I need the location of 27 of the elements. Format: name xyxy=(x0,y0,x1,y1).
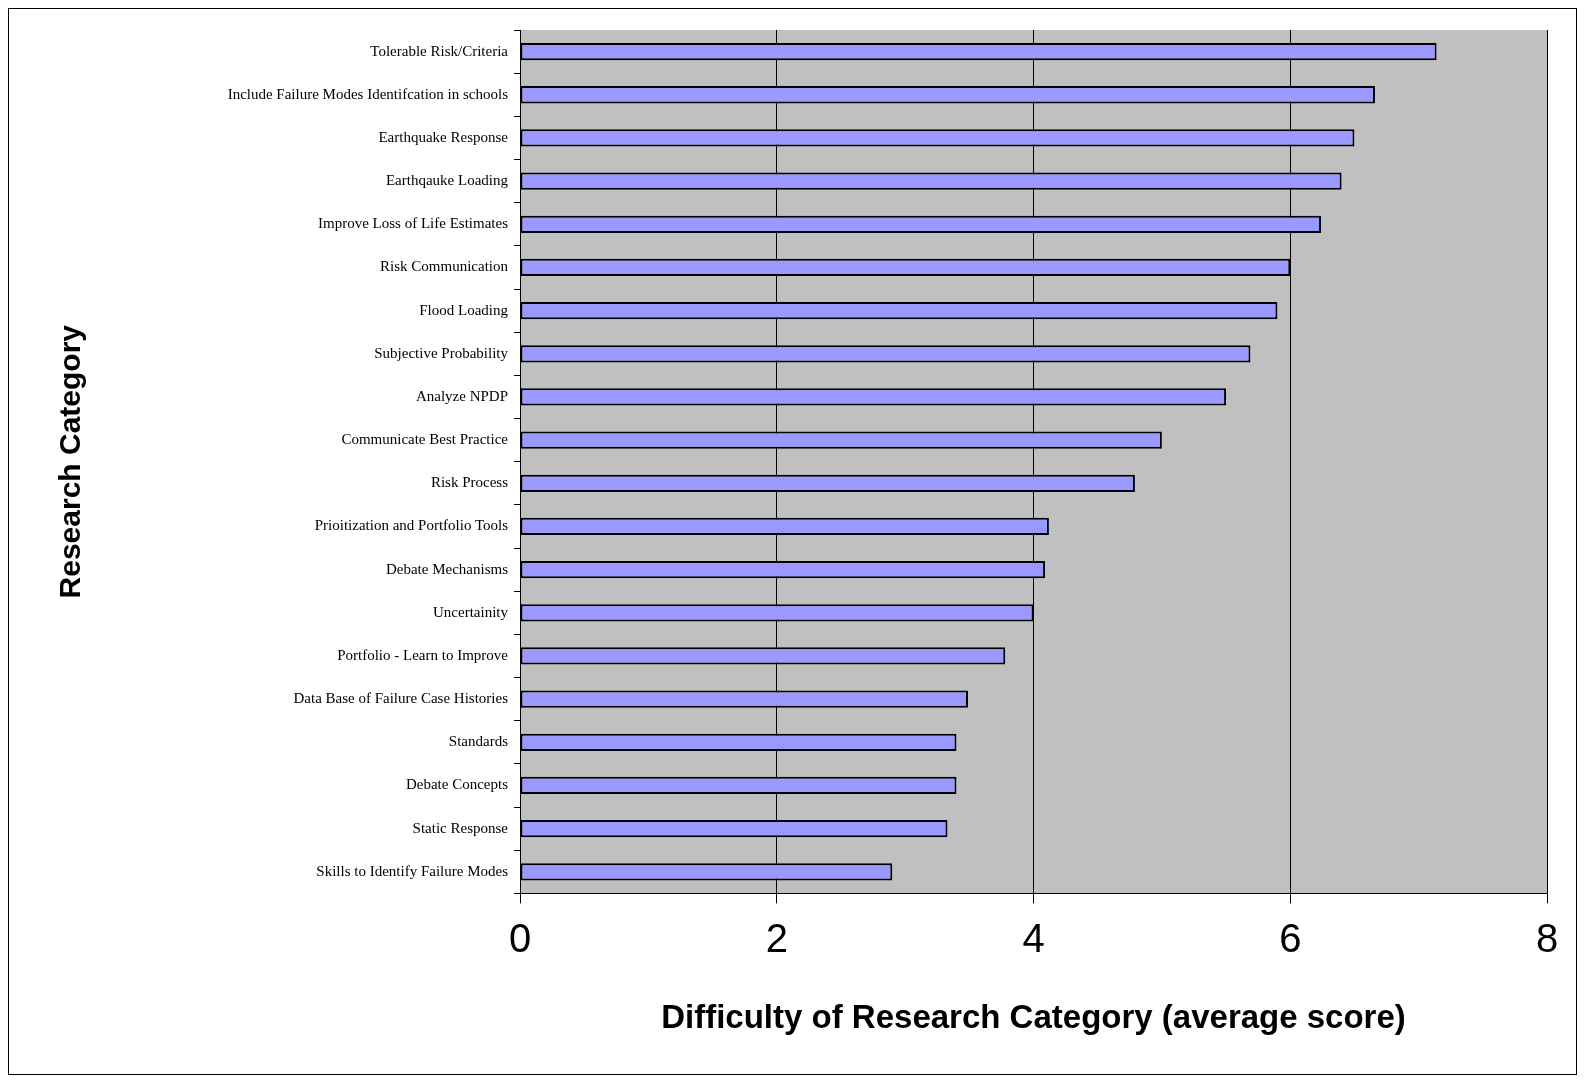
y-tick-label: Risk Communication xyxy=(380,258,509,275)
y-tick-label: Skills to Identify Failure Modes xyxy=(316,862,509,879)
y-tick-label: Include Failure Modes Identifcation in schools xyxy=(227,85,509,102)
y-tick-label: Subjective Probability xyxy=(374,344,509,361)
x-tick-label: 2 xyxy=(765,916,788,961)
x-axis-title: Difficulty of Research Category (average score) xyxy=(661,998,1406,1036)
y-tick-label: Uncertainity xyxy=(433,603,509,620)
x-tick-label: 6 xyxy=(1279,916,1302,961)
y-tick-label: Data Base of Failure Case Histories xyxy=(293,690,509,707)
y-tick-label: Debate Concepts xyxy=(405,776,509,793)
y-tick-label: Communicate Best Practice xyxy=(341,431,509,448)
y-tick-label: Risk Process xyxy=(430,474,509,491)
y-tick-label: Improve Loss of Life Estimates xyxy=(318,215,509,232)
y-tick-label: Earthqauke Loading xyxy=(385,172,509,189)
y-tick-label: Static Response xyxy=(412,819,509,836)
x-tick-label: 4 xyxy=(1022,916,1045,961)
y-tick-label: Debate Mechanisms xyxy=(385,560,509,577)
y-tick-label: Portfolio - Learn to Improve xyxy=(337,646,509,663)
y-tick-label: Analyze NPDP xyxy=(415,387,508,404)
y-tick-label: Flood Loading xyxy=(419,301,509,318)
y-axis-title: Research Category xyxy=(53,324,87,599)
y-tick-label: Standards xyxy=(448,733,509,750)
y-tick-label: Tolerable Risk/Criteria xyxy=(370,42,509,59)
x-tick-label: 8 xyxy=(1535,916,1559,961)
y-tick-label: Prioitization and Portfolio Tools xyxy=(314,517,509,534)
y-tick-label: Earthquake Response xyxy=(378,128,509,145)
x-tick-label: 0 xyxy=(508,916,532,961)
